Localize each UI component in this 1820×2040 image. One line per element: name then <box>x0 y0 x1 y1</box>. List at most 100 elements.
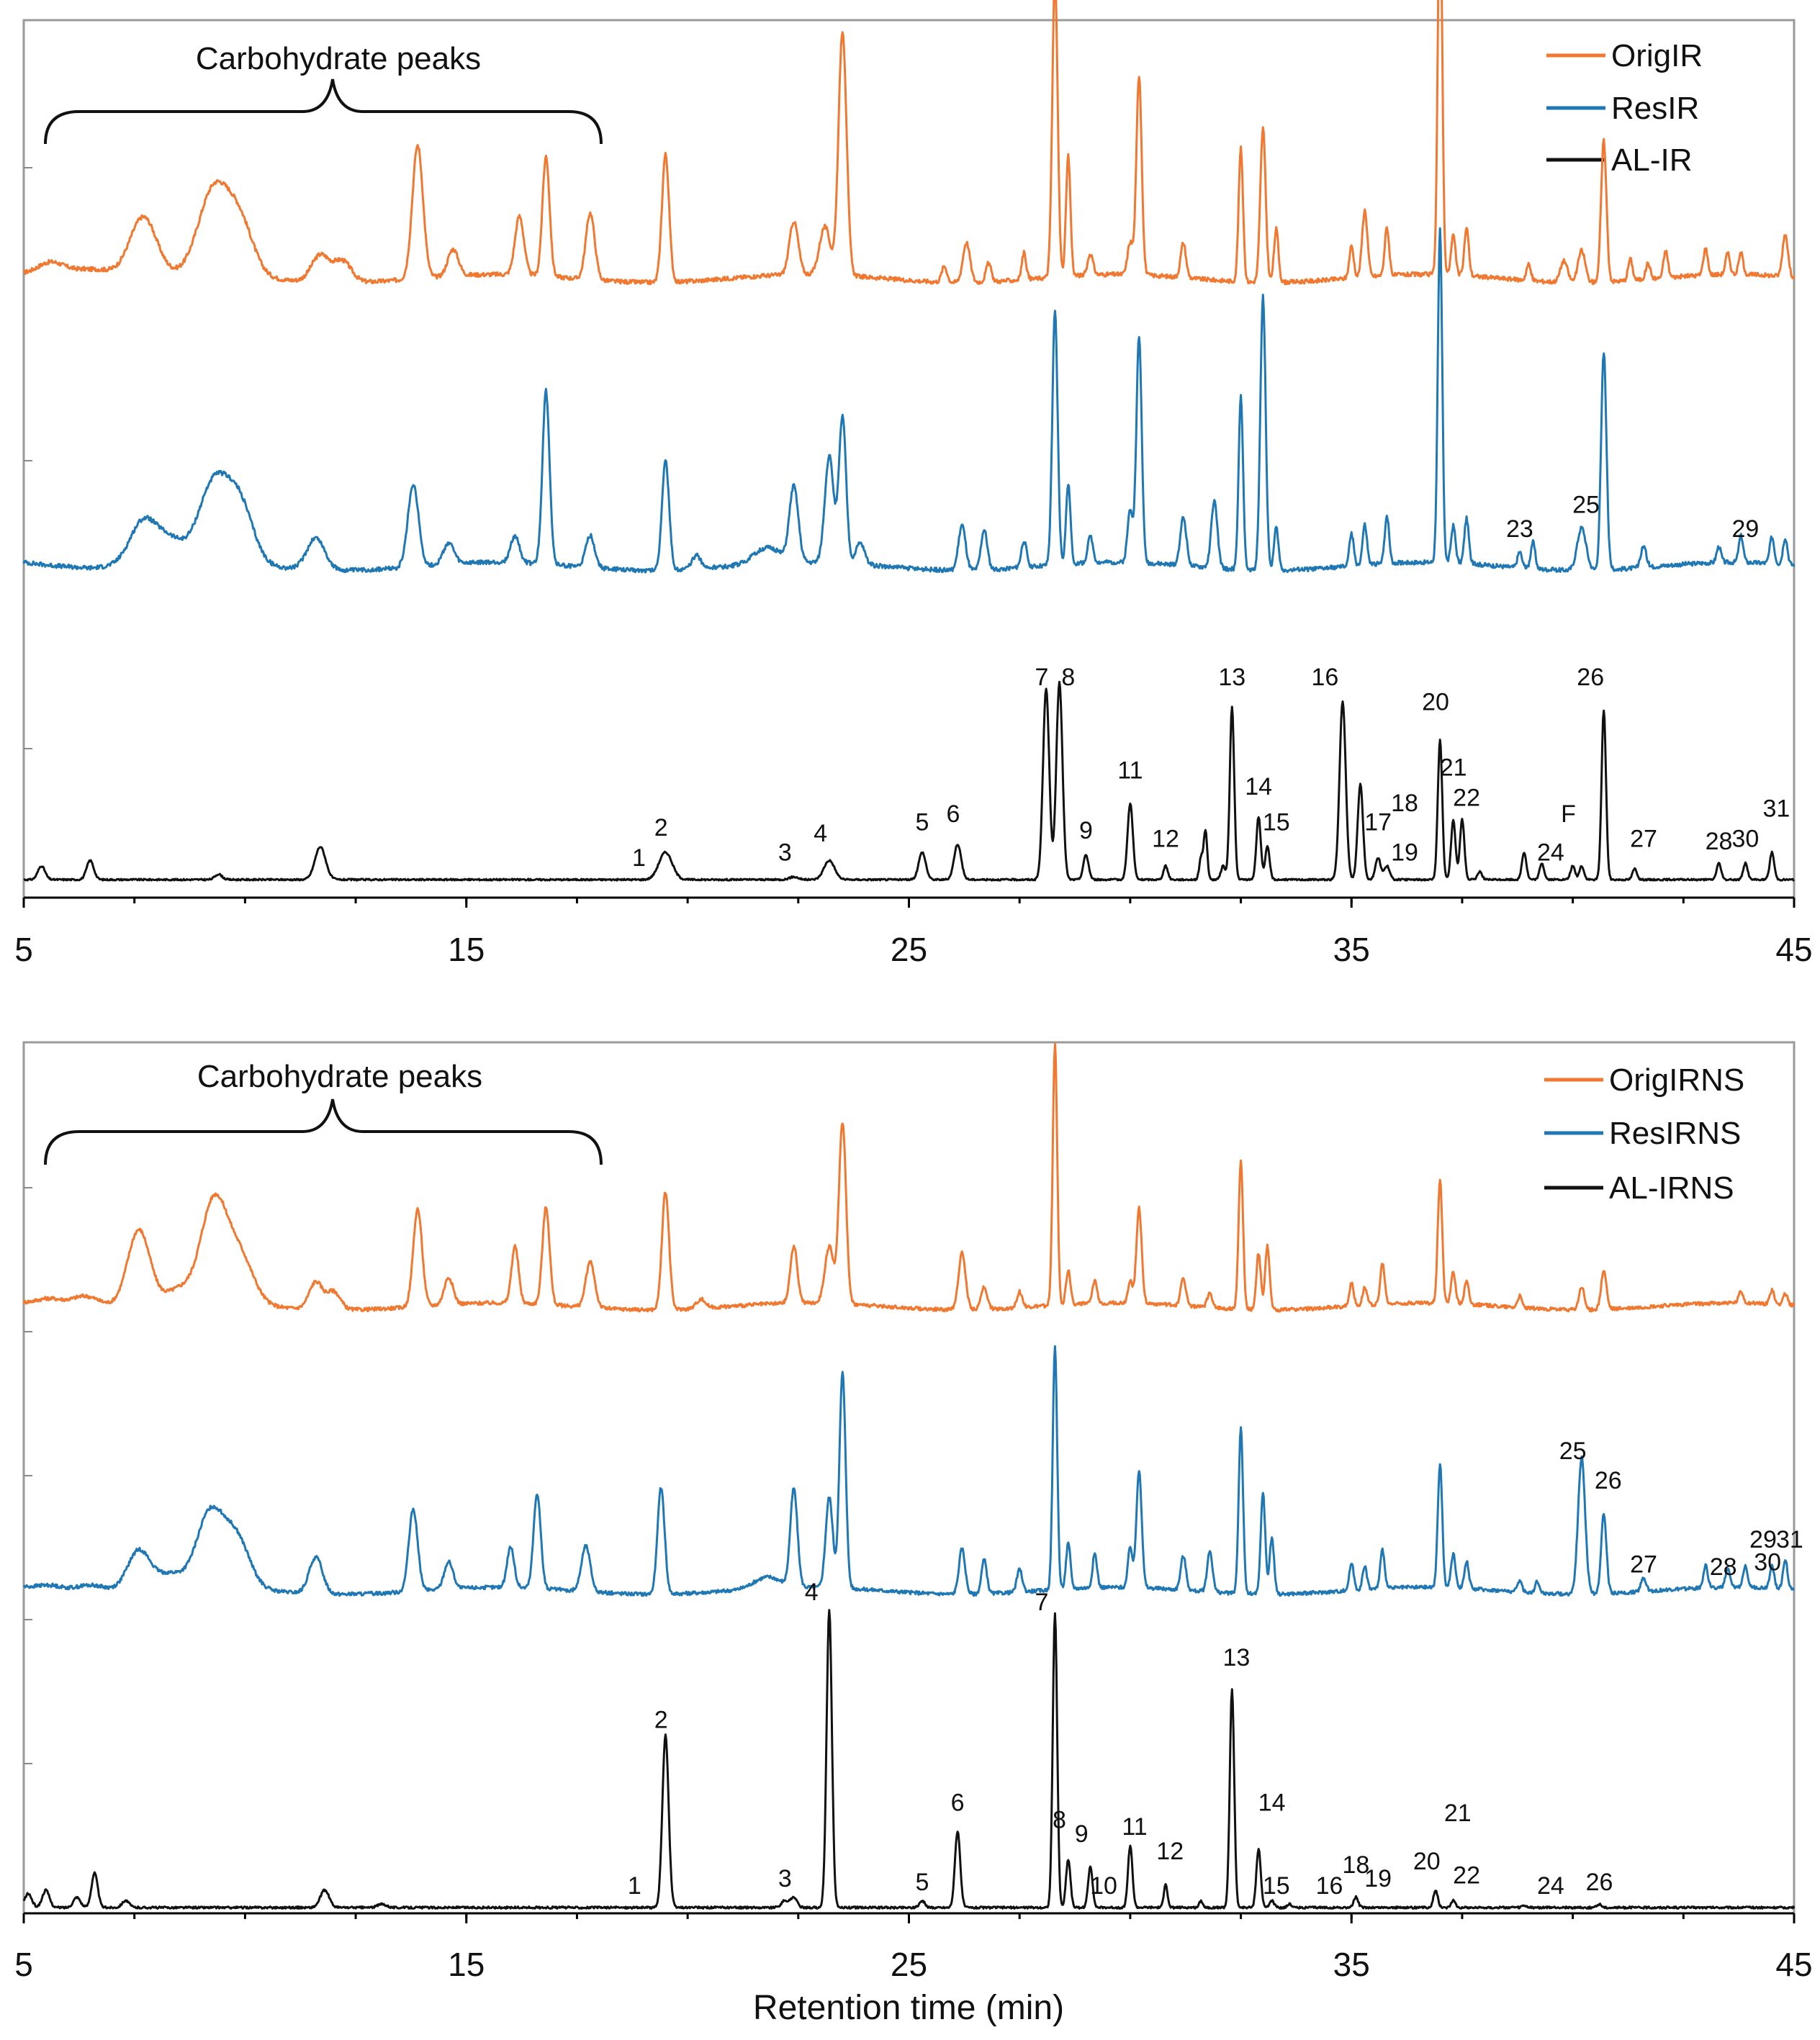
peak-label: 7 <box>1035 1589 1048 1616</box>
legend: OrigIRNS ResIRNS AL-IRNS <box>1544 1062 1744 1206</box>
peak-label: 12 <box>1156 1838 1184 1865</box>
peak-label: 2 <box>654 1706 668 1733</box>
peak-label: 19 <box>1391 839 1418 866</box>
panel-irns-x-ticks <box>22 1913 1796 1923</box>
peak-label: 31 <box>1776 1526 1803 1553</box>
peak-label: 13 <box>1223 1644 1251 1671</box>
carbohydrate-bracket <box>44 1098 603 1165</box>
panel-ir-frame <box>22 19 1796 899</box>
peak-label: 6 <box>951 1789 965 1817</box>
peak-label: 1 <box>632 844 646 872</box>
legend-label-al-irns: AL-IRNS <box>1609 1170 1734 1206</box>
peak-label: 22 <box>1453 1861 1480 1889</box>
peak-label: 16 <box>1316 1872 1343 1900</box>
peak-label: 8 <box>1053 1807 1066 1834</box>
peak-label: 29 <box>1749 1526 1777 1553</box>
panel-ir-x-ticks <box>22 898 1796 908</box>
x-axis-title: Retention time (min) <box>753 1989 1064 2027</box>
panel-irns-traces <box>22 1042 1796 1910</box>
peak-label: 23 <box>1506 515 1533 543</box>
peak-label: 6 <box>947 800 960 828</box>
trace-al-al-irns <box>22 1609 1796 1910</box>
peak-label: 31 <box>1762 795 1790 823</box>
peak-label: 26 <box>1577 664 1604 691</box>
peak-label: 30 <box>1731 825 1759 852</box>
peak-label: 9 <box>1075 1820 1089 1848</box>
peak-label: 15 <box>1263 1872 1290 1900</box>
x-tick-label: 25 <box>891 1946 927 1983</box>
x-tick-label: 45 <box>1775 1946 1812 1983</box>
peak-label: 11 <box>1117 757 1143 784</box>
peak-label: 20 <box>1422 688 1449 716</box>
trace-al-al-ir <box>23 680 1796 882</box>
peak-label: 27 <box>1630 825 1657 852</box>
peak-label: 12 <box>1152 825 1179 852</box>
peak-label: 15 <box>1263 809 1290 836</box>
carbohydrate-peaks-label: Carbohydrate peaks <box>197 1059 482 1094</box>
panel-ir-y-ticks <box>24 167 32 749</box>
peak-label: 17 <box>1364 809 1392 836</box>
peak-label: 30 <box>1754 1548 1781 1576</box>
peak-label: 5 <box>915 1869 929 1896</box>
panel-ir-traces <box>22 0 1796 882</box>
panel-irns-x-tick-labels: 5 15 25 35 45 <box>14 1946 1812 1983</box>
peak-label: 29 <box>1731 515 1759 543</box>
peak-label: 26 <box>1595 1467 1622 1494</box>
x-tick-label: 35 <box>1333 1946 1370 1983</box>
trace-orig-origirns <box>22 1042 1796 1313</box>
legend-label-al-ir: AL-IR <box>1611 143 1692 178</box>
panel-ir: 5 15 25 35 45 Carbohydrate peaks OrigIR … <box>14 0 1813 968</box>
peak-label: 5 <box>915 809 929 836</box>
x-tick-label: 5 <box>14 1946 33 1983</box>
peak-label: 22 <box>1453 784 1480 811</box>
peak-label: 10 <box>1090 1872 1117 1900</box>
trace-orig-origir <box>23 0 1796 286</box>
trace-res-resirns <box>22 1345 1796 1597</box>
peak-label: 9 <box>1079 817 1093 844</box>
panel-irns-y-ticks <box>24 1187 32 1764</box>
peak-label: 27 <box>1630 1551 1657 1579</box>
peak-label: 24 <box>1537 839 1564 866</box>
x-tick-label: 15 <box>448 931 485 968</box>
peak-label: 25 <box>1572 492 1600 519</box>
peak-label: 2 <box>654 814 668 841</box>
peak-label: 28 <box>1710 1553 1737 1581</box>
x-tick-label: 5 <box>14 931 33 968</box>
peak-label: 8 <box>1061 664 1075 691</box>
peak-label: 18 <box>1391 790 1418 817</box>
trace-res-resir <box>22 227 1796 574</box>
peak-label: 7 <box>1035 664 1048 691</box>
x-tick-label: 15 <box>448 1946 485 1983</box>
peak-label: 16 <box>1311 664 1338 691</box>
peak-label: 3 <box>778 839 792 866</box>
carbohydrate-peaks-label: Carbohydrate peaks <box>196 41 481 76</box>
peak-label: 14 <box>1245 773 1272 800</box>
legend-label-origir: OrigIR <box>1611 38 1703 73</box>
legend-label-origirns: OrigIRNS <box>1609 1062 1744 1098</box>
carbohydrate-bracket <box>44 78 603 145</box>
peak-label: 20 <box>1413 1848 1441 1875</box>
x-tick-label: 25 <box>891 931 927 968</box>
peak-label: 19 <box>1364 1865 1392 1892</box>
peak-label: 26 <box>1586 1869 1613 1896</box>
legend-label-resir: ResIR <box>1611 91 1699 126</box>
x-tick-label: 35 <box>1333 931 1370 968</box>
peak-label: 28 <box>1706 828 1733 855</box>
peak-label: 11 <box>1122 1813 1147 1841</box>
panel-irns: 5 15 25 35 45 Carbohydrate peaks OrigIRN… <box>14 1041 1813 1983</box>
peak-label: 24 <box>1537 1872 1564 1900</box>
peak-label: 3 <box>778 1865 792 1892</box>
panel-irns-frame <box>22 1041 1796 1915</box>
peak-label: 14 <box>1258 1789 1286 1817</box>
peak-label: 13 <box>1218 664 1245 691</box>
legend-label-resirns: ResIRNS <box>1609 1116 1741 1151</box>
peak-label: 4 <box>814 820 827 847</box>
panel-ir-x-tick-labels: 5 15 25 35 45 <box>14 931 1812 968</box>
peak-label: 25 <box>1559 1438 1587 1465</box>
peak-label: 4 <box>805 1579 819 1606</box>
peak-label: 18 <box>1342 1851 1369 1879</box>
peak-label: 21 <box>1444 1800 1472 1827</box>
